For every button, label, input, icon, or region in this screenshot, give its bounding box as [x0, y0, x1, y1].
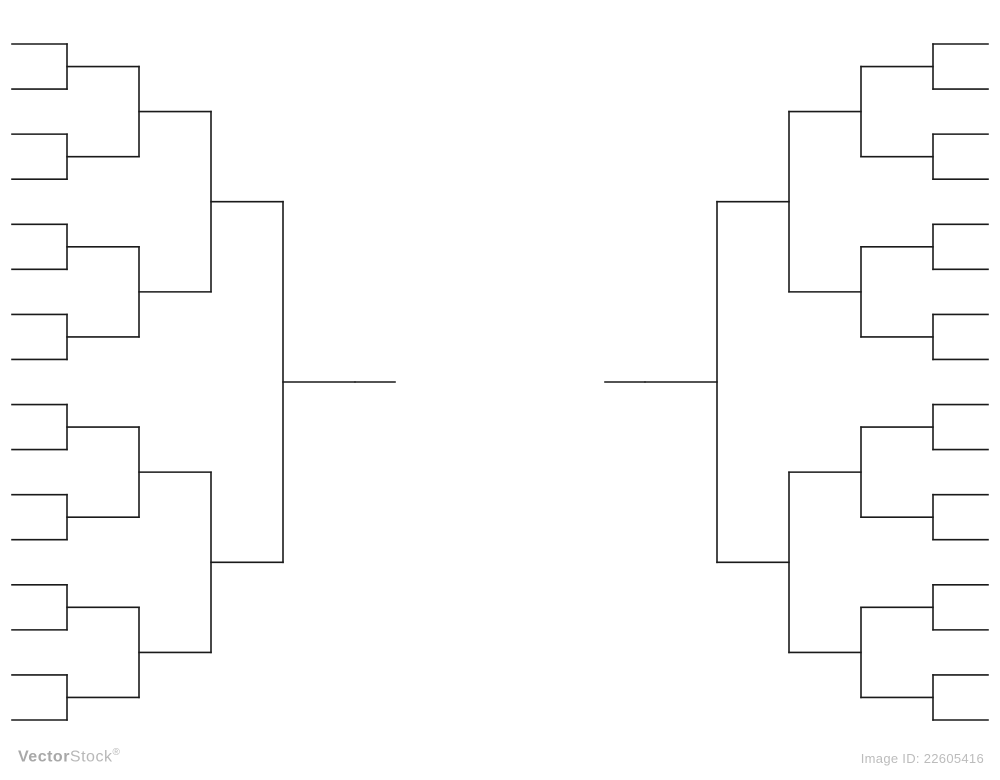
image-id-value: 22605416: [924, 751, 984, 766]
image-id-label: Image ID:: [861, 751, 920, 766]
watermark-brand-ext: ®: [112, 747, 120, 758]
vectorstock-watermark: VectorStock®: [18, 747, 120, 766]
image-id-watermark: Image ID: 22605416: [861, 751, 984, 766]
tournament-bracket: [0, 0, 1000, 780]
watermark-brand-prefix: Vector: [18, 748, 70, 765]
watermark-brand-suffix: Stock: [70, 748, 113, 765]
